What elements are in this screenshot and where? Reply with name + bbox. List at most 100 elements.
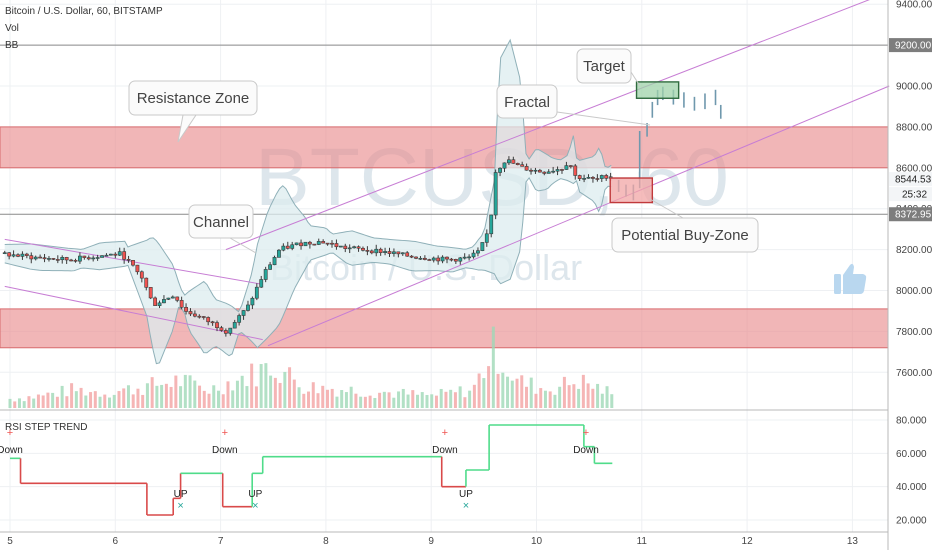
volume-bar — [553, 394, 557, 408]
price-candles — [2, 156, 613, 337]
candle-body — [223, 330, 228, 334]
volume-bar — [610, 394, 614, 408]
candle-body — [69, 259, 73, 262]
volume-bar — [145, 383, 149, 408]
volume-bar — [27, 396, 31, 408]
volume-bar — [98, 396, 102, 408]
volume-bar — [245, 386, 249, 408]
channel-callout-pointer — [229, 237, 257, 254]
rsi-down-marker: + — [583, 427, 589, 439]
candle-body — [281, 245, 286, 251]
volume-bar — [591, 388, 595, 408]
candle-body — [148, 287, 153, 299]
resistance-callout-text: Resistance Zone — [137, 90, 250, 107]
volume-bar — [103, 394, 107, 408]
chart-symbol-title: Bitcoin / U.S. Dollar, 60, BITSTAMP — [5, 6, 163, 17]
candle-body — [237, 315, 242, 323]
channel-callout-text: Channel — [193, 214, 249, 231]
volume-bar — [562, 376, 566, 408]
buy-zone-callout-box — [611, 217, 759, 253]
volume-bar — [449, 389, 453, 408]
volume-bar — [416, 394, 420, 408]
candle-body — [272, 257, 277, 266]
buy-zone-callout[interactable]: Potential Buy-Zone — [611, 198, 759, 253]
time-axis[interactable]: 5 6 7 8 9 10 11 12 13 — [7, 536, 858, 547]
rsi-up-label: UP — [174, 489, 188, 500]
candle-body — [122, 251, 127, 260]
volume-bar — [183, 374, 187, 408]
time-axis-tick: 8 — [323, 536, 329, 547]
fractal-callout[interactable]: Fractal — [496, 84, 651, 126]
rsi-step-trend-panel[interactable]: RSI STEP TREND +DownUP×+DownUP×+DownUP×+… — [0, 422, 613, 516]
candle-body — [2, 252, 7, 254]
volume-bar — [453, 392, 457, 408]
rsi-axis[interactable]: 80.000 60.000 40.000 20.000 — [896, 416, 927, 527]
price-axis-tick: 8200.00 — [896, 245, 932, 256]
volume-bar — [250, 363, 254, 408]
volume-bar — [22, 401, 26, 408]
volume-bar — [273, 377, 277, 408]
candle-body — [484, 233, 489, 243]
candle-body — [361, 247, 365, 251]
target-and-buy-zones[interactable] — [609, 81, 680, 204]
candle-body — [529, 169, 533, 172]
candle-body — [42, 257, 47, 260]
candle-body — [104, 254, 109, 257]
volume-bar — [122, 388, 126, 408]
volume-bar — [297, 387, 301, 408]
volume-bar — [60, 385, 64, 408]
volume-bar — [202, 390, 206, 408]
candle-body — [144, 277, 149, 288]
rsi-up-marker: × — [177, 500, 183, 512]
volume-bar — [84, 395, 88, 408]
candle-body — [33, 256, 38, 260]
candle-body — [162, 299, 166, 304]
candle-body — [462, 256, 467, 259]
bollinger-upper-band — [4, 38, 612, 313]
buy-zone-callout-text: Potential Buy-Zone — [621, 227, 749, 244]
candle-body — [467, 256, 472, 259]
volume-bar — [292, 379, 296, 408]
candle-body — [591, 177, 595, 179]
candle-body — [586, 177, 591, 179]
volume-bar — [179, 386, 183, 408]
fractal-callout-text: Fractal — [504, 94, 550, 111]
volume-bar — [65, 396, 69, 408]
volume-bar — [188, 375, 192, 408]
target-callout[interactable]: Target — [576, 48, 641, 87]
candle-body — [131, 260, 135, 266]
candle-body — [254, 286, 259, 299]
candle-body — [440, 256, 445, 262]
candle-body — [330, 242, 334, 245]
volume-bar — [487, 366, 491, 408]
resistance-callout-box — [128, 80, 258, 116]
volume-bar — [108, 397, 112, 408]
time-axis-tick: 10 — [531, 536, 543, 547]
candle-body — [445, 256, 449, 260]
rsi-up-marker: × — [463, 500, 469, 512]
volume-bar — [581, 374, 585, 408]
volume-bar — [368, 395, 372, 408]
rsi-down-label: Down — [0, 445, 23, 456]
volume-bar — [439, 388, 443, 408]
thumbs-up-icon[interactable] — [834, 263, 867, 294]
volume-bar — [321, 385, 325, 408]
indicator-bb-label: BB — [5, 40, 19, 51]
channel-callout[interactable]: Channel — [188, 204, 257, 254]
candle-body — [268, 264, 272, 270]
candle-body — [24, 253, 29, 256]
candle-body — [449, 258, 454, 261]
volume-bar — [51, 392, 55, 408]
fractal-callout-pointer — [556, 111, 651, 126]
candle-body — [604, 175, 609, 179]
bollinger-lower-band — [4, 176, 612, 365]
candle-body — [453, 259, 458, 262]
volume-bar — [311, 382, 315, 408]
volume-bar — [264, 363, 268, 408]
volume-bar — [235, 380, 239, 408]
resistance-callout[interactable]: Resistance Zone — [128, 80, 258, 143]
candle-body — [436, 257, 441, 262]
price-axis-tick: 8600.00 — [896, 163, 932, 174]
